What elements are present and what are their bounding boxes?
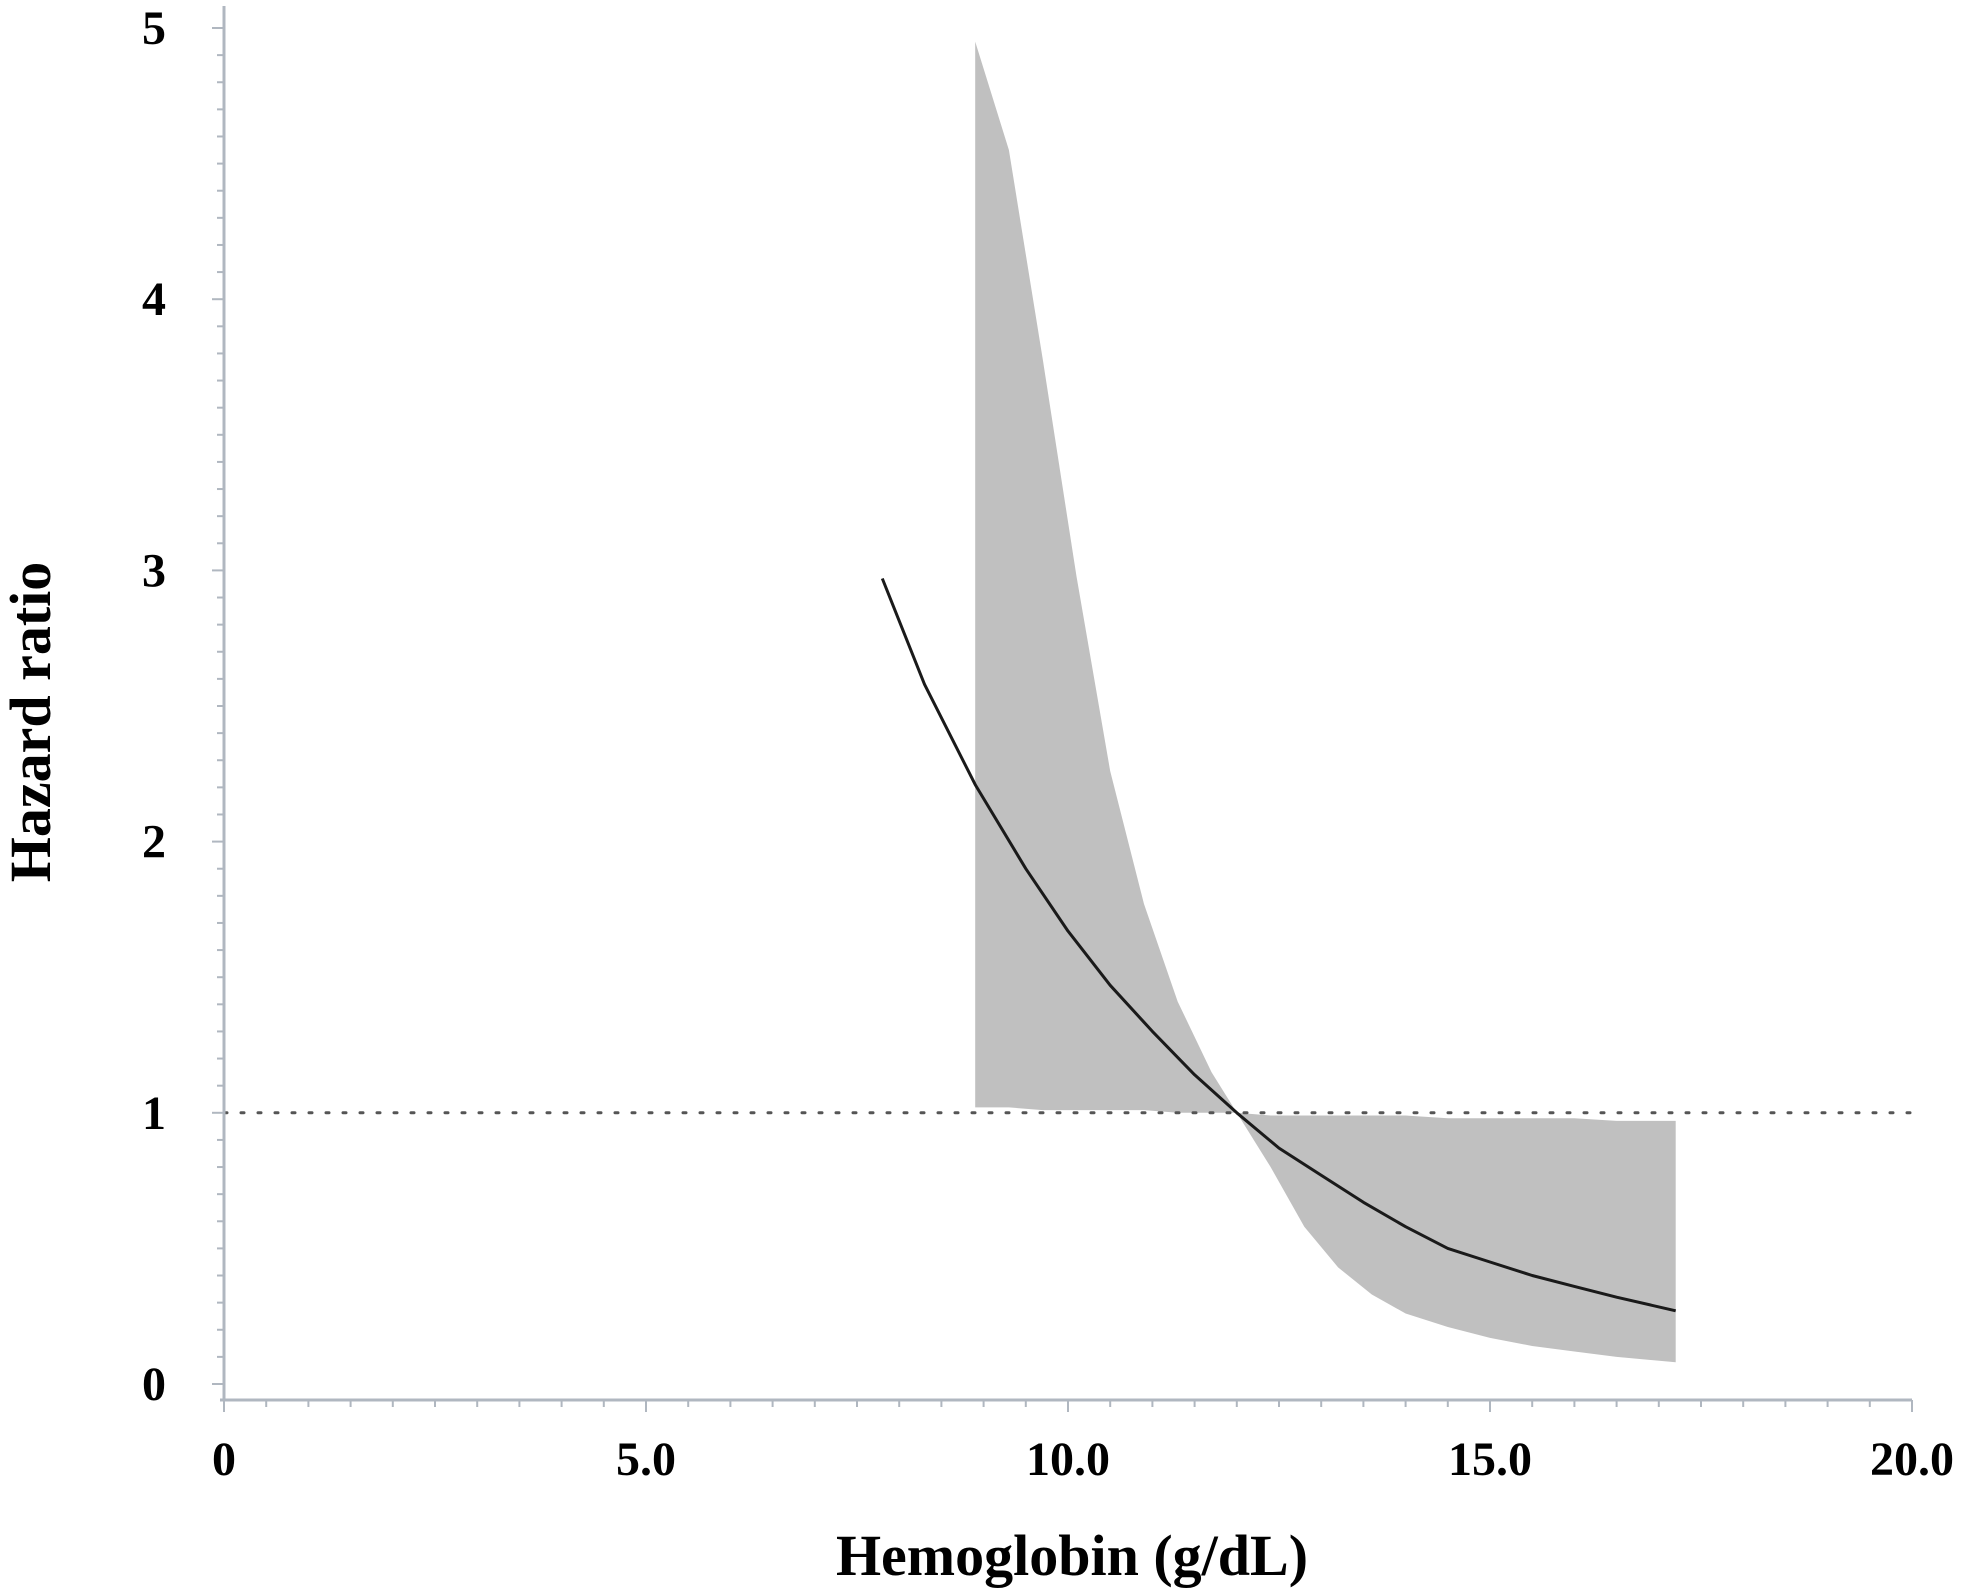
y-tick-label: 4 [142, 273, 166, 326]
confidence-band [975, 41, 1676, 1363]
hazard-ratio-line-layer [880, 577, 1677, 1313]
tick-labels: 0 1 2 3 4 5 0 5.0 10.0 15.0 20.0 [142, 2, 1954, 1486]
y-tick-label: 5 [142, 2, 166, 55]
y-tick-label: 0 [142, 1358, 166, 1411]
confidence-band-layer [975, 41, 1676, 1363]
x-tick-label: 15.0 [1448, 1433, 1532, 1486]
axes [212, 6, 1913, 1412]
hazard-ratio-line [880, 577, 1677, 1313]
x-tick-label: 10.0 [1026, 1433, 1110, 1486]
x-tick-label: 5.0 [616, 1433, 676, 1486]
x-tick-label: 20.0 [1870, 1433, 1954, 1486]
y-tick-label: 3 [142, 544, 166, 597]
x-axis-title: Hemoglobin (g/dL) [836, 1523, 1308, 1588]
x-tick-label: 0 [212, 1433, 236, 1486]
y-tick-label: 1 [142, 1087, 166, 1140]
y-axis-title: Hazard ratio [0, 562, 63, 883]
y-tick-label: 2 [142, 816, 166, 869]
